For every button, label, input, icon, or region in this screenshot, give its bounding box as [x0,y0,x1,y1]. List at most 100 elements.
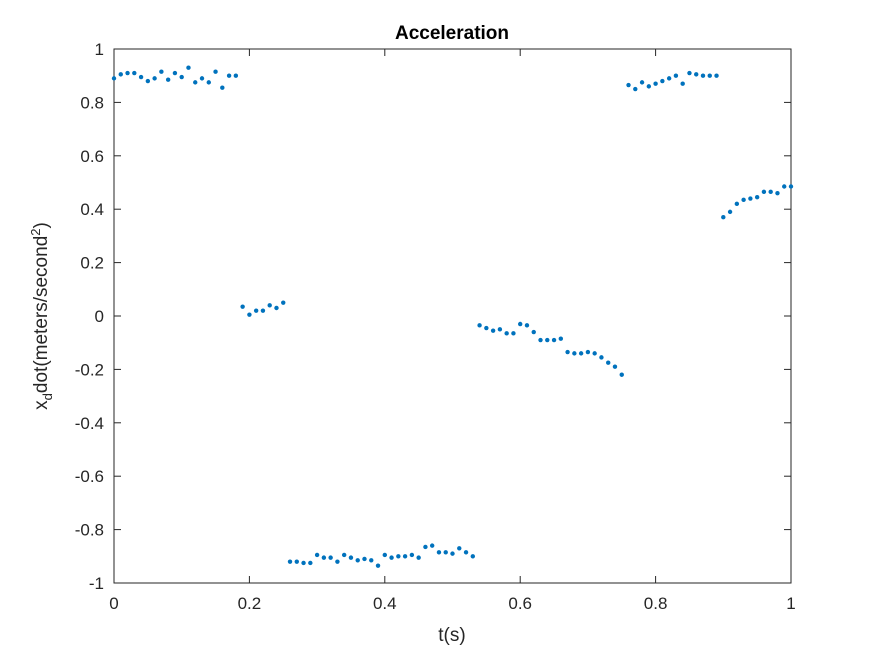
data-point [490,328,496,333]
x-tick-label: 0.6 [508,594,532,613]
data-point [788,184,794,189]
data-point [558,336,564,341]
data-point [240,304,245,309]
y-label-superscript: 2 [28,229,43,236]
y-tick-label: -0.8 [75,521,104,540]
data-point [775,190,780,196]
data-point [206,80,211,85]
data-point [308,560,313,566]
data-point [653,81,658,86]
data-point [362,556,367,562]
data-point [253,308,259,313]
data-point [267,303,272,308]
data-point [125,70,130,76]
data-point [606,360,611,365]
data-point [463,550,469,555]
y-tick-label: -0.2 [75,360,104,379]
data-point [721,215,726,220]
data-point [504,331,509,336]
data-point [734,201,740,207]
data-point [727,209,733,215]
data-series [111,65,794,568]
data-point [274,305,279,311]
chart-title: Acceleration [395,23,509,44]
y-tick-label: 0.6 [80,147,104,166]
data-point [531,329,536,335]
data-point [768,189,773,195]
data-point [470,554,476,559]
data-point [443,550,448,555]
data-point [511,331,516,336]
y-tick-label: -1 [89,574,104,593]
y-axis-ticks: 1 0.8 0.6 0.4 0.2 0 -0.2 -0.4 -0.6 -0.8 -1 [75,40,791,593]
data-point [578,351,584,356]
data-point [585,349,591,355]
x-axis-ticks: 0 0.2 0.4 0.6 0.8 1 [109,49,796,613]
data-point [355,558,360,563]
x-tick-label: 0.8 [644,594,668,613]
data-point [436,550,442,555]
data-point [714,73,719,78]
y-label-subscript: d [40,393,55,400]
data-point [193,80,198,85]
data-point [497,327,503,332]
data-point [301,560,306,566]
data-point [484,325,489,331]
x-axis-label: t(s) [438,625,465,646]
x-tick-label: 0 [109,594,118,613]
y-tick-label: 0.4 [80,200,104,219]
data-point [145,78,151,84]
data-point [233,73,239,78]
x-tick-label: 0.4 [373,594,397,613]
data-point [565,349,570,355]
data-point [402,554,408,559]
data-point [138,74,144,80]
data-point [247,312,252,317]
data-point [396,554,401,559]
data-point [328,555,333,560]
data-point [294,559,299,564]
data-point [687,70,692,76]
data-point [673,73,679,78]
data-point [165,77,171,82]
data-point [666,76,672,81]
data-point [748,196,753,201]
x-tick-label: 1 [786,594,795,613]
data-point [382,552,387,558]
data-point [409,552,415,558]
data-point [220,85,225,90]
data-point [707,73,712,78]
data-point [179,74,184,80]
x-tick-label: 0.2 [238,594,262,613]
data-point [118,72,123,77]
data-point [612,364,618,369]
data-point [518,321,523,327]
data-point [348,555,354,560]
y-label-base: x [31,400,52,410]
data-point [572,351,577,356]
data-point [639,80,645,85]
y-tick-label: 0 [95,307,104,326]
data-point [626,82,631,88]
data-point [457,546,462,551]
data-point [281,300,286,305]
data-point [199,76,205,81]
data-point [369,558,374,563]
data-point [111,76,117,81]
data-point [741,197,746,203]
data-point [700,73,706,78]
data-point [619,372,624,377]
data-point [321,555,327,560]
data-point [524,323,530,328]
y-tick-label: -0.6 [75,467,104,486]
y-tick-label: -0.4 [75,414,104,433]
y-tick-label: 1 [95,40,104,59]
data-point [213,69,218,74]
data-point [416,555,421,560]
data-point [754,194,760,200]
data-point [389,555,394,560]
data-point [545,337,550,343]
data-point [599,355,604,360]
data-point [375,563,381,568]
